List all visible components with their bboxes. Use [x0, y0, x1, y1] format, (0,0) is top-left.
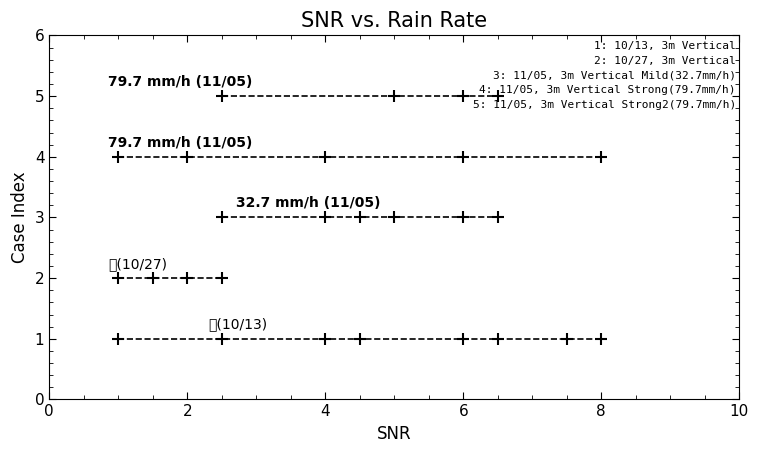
- X-axis label: SNR: SNR: [377, 425, 412, 443]
- Y-axis label: Case Index: Case Index: [11, 172, 29, 263]
- Text: 1: 10/13, 3m Vertical
2: 10/27, 3m Vertical
3: 11/05, 3m Vertical Mild(32.7mm/h): 1: 10/13, 3m Vertical 2: 10/27, 3m Verti…: [473, 41, 736, 110]
- Text: 약(10/27): 약(10/27): [108, 257, 167, 271]
- Text: 79.7 mm/h (11/05): 79.7 mm/h (11/05): [108, 75, 252, 89]
- Text: 강(10/13): 강(10/13): [208, 317, 267, 331]
- Title: SNR vs. Rain Rate: SNR vs. Rain Rate: [301, 11, 487, 31]
- Text: 32.7 mm/h (11/05): 32.7 mm/h (11/05): [236, 196, 380, 210]
- Text: 79.7 mm/h (11/05): 79.7 mm/h (11/05): [108, 135, 252, 149]
